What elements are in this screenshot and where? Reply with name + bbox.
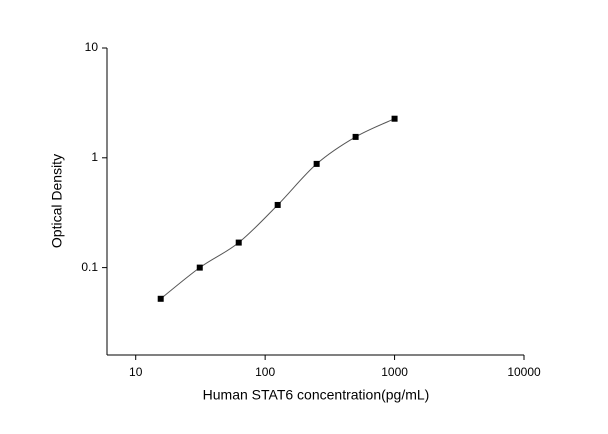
y-axis-label: Optical Density <box>49 154 65 248</box>
data-point <box>196 264 203 271</box>
data-point <box>391 115 398 122</box>
data-point <box>352 133 359 140</box>
x-tick-label: 1000 <box>381 365 408 379</box>
x-tick-label: 100 <box>255 365 275 379</box>
y-tick-label: 1 <box>91 150 98 164</box>
data-point <box>157 295 164 302</box>
data-point <box>235 239 242 246</box>
y-tick-label: 0.1 <box>81 260 98 274</box>
fit-curve <box>160 118 395 300</box>
data-point <box>274 201 281 208</box>
x-axis-label: Human STAT6 concentration(pg/mL) <box>203 387 430 403</box>
y-tick-label: 10 <box>85 40 99 54</box>
x-tick-label: 10 <box>129 365 143 379</box>
data-point <box>313 160 320 167</box>
x-tick-label: 10000 <box>507 365 541 379</box>
